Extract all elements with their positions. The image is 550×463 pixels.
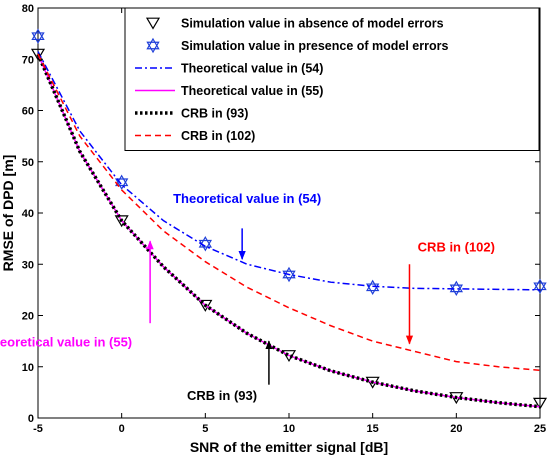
annotation-label: Theoretical value in (54) (173, 191, 321, 206)
series-5 (37, 53, 541, 372)
series-1 (31, 28, 547, 297)
series-0-point (114, 215, 129, 228)
x-axis-label: SNR of the emitter signal [dB] (190, 439, 388, 455)
legend-box (124, 7, 540, 151)
legend-entry-3: Theoretical value in (55) (135, 84, 323, 98)
x-tick-label: 20 (450, 423, 462, 435)
legend-label: CRB in (93) (181, 107, 248, 121)
legend-entry-4: CRB in (93) (135, 107, 248, 121)
legend-label: Theoretical value in (55) (181, 84, 323, 98)
x-tick-label: 5 (202, 423, 208, 435)
x-tick-label: 15 (367, 423, 379, 435)
y-tick-label: 40 (22, 208, 34, 220)
y-tick-label: 10 (22, 362, 34, 374)
y-tick-label: 20 (22, 311, 34, 323)
y-tick-label: 0 (28, 413, 34, 425)
y-tick-label: 60 (22, 106, 34, 118)
y-tick-label: 80 (22, 3, 34, 15)
series-2 (37, 51, 541, 291)
legend-entry-5: CRB in (102) (135, 129, 255, 143)
annotation-label: CRB in (93) (187, 388, 257, 403)
series-1-point (282, 266, 296, 283)
legend-label: Simulation value in presence of model er… (181, 39, 448, 53)
legend-swatch (145, 17, 161, 30)
x-tick-label: 0 (119, 423, 125, 435)
y-tick-label: 70 (22, 54, 34, 66)
x-tick-label: -5 (33, 423, 43, 435)
y-axis-label: RMSE of DPD [m] (0, 155, 16, 272)
series-1-point (449, 280, 463, 297)
series-4 (36, 53, 541, 409)
y-tick-label: 30 (22, 259, 34, 271)
legend-label: Simulation value in absence of model err… (181, 17, 444, 31)
annotation-label: Theoretical value in (55) (0, 334, 132, 349)
legend-label: CRB in (102) (181, 129, 255, 143)
series-1-point (31, 28, 45, 44)
y-tick-label: 50 (22, 157, 34, 169)
series-0-point (30, 48, 46, 61)
x-tick-label: 25 (534, 423, 546, 435)
legend-entry-0: Simulation value in absence of model err… (145, 17, 444, 31)
legend-entry-2: Theoretical value in (54) (135, 62, 323, 76)
series-2-line (37, 51, 541, 291)
legend-label: Theoretical value in (54) (181, 62, 323, 76)
legend-swatch (146, 37, 160, 54)
series-0-point (198, 299, 213, 312)
series-4-line (36, 53, 541, 409)
series-5-line (37, 53, 541, 372)
legend-entry-1: Simulation value in presence of model er… (146, 37, 448, 54)
annotation-label: CRB in (102) (418, 239, 495, 254)
x-tick-label: 10 (283, 423, 295, 435)
series-0-point (532, 397, 548, 410)
